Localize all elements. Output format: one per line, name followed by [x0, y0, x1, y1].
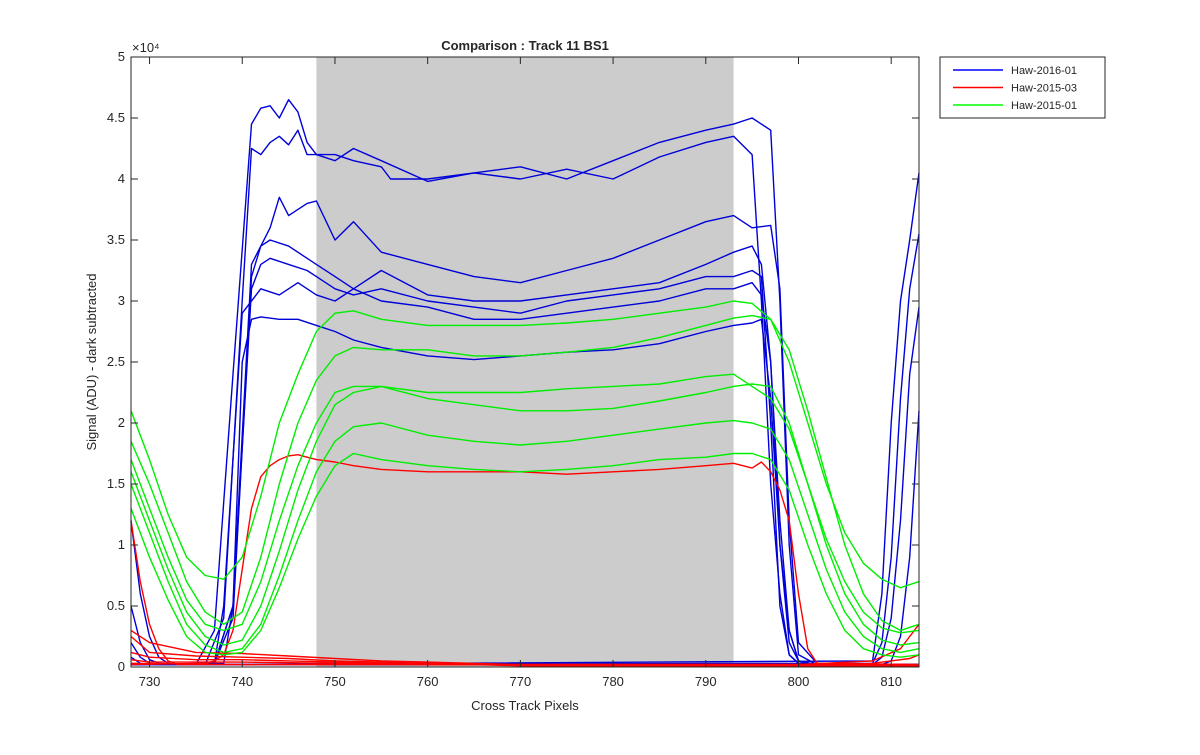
- y-tick-label: 0.5: [107, 598, 125, 613]
- series-line-haw-2015-01-24: [130, 452, 920, 658]
- y-tick-label: 4.5: [107, 110, 125, 125]
- y-tick-label: 0: [118, 659, 125, 674]
- series-line-haw-2015-01-20: [130, 314, 920, 632]
- series-line-haw-2015-03-13: [130, 520, 919, 666]
- y-tick-label: 1: [118, 537, 125, 552]
- x-tick-label: 750: [324, 674, 346, 689]
- series-line-haw-2016-01-6: [130, 282, 919, 666]
- series-line-haw-2016-01-4: [130, 239, 919, 666]
- x-tick-label: 730: [139, 674, 161, 689]
- y-axis-exponent: ×10⁴: [132, 40, 160, 55]
- series-line-haw-2015-01-22: [130, 383, 920, 646]
- y-tick-label: 2.5: [107, 354, 125, 369]
- y-tick-label: 4: [118, 171, 125, 186]
- x-tick-label: 810: [880, 674, 902, 689]
- x-tick-label: 800: [788, 674, 810, 689]
- y-tick-label: 1.5: [107, 476, 125, 491]
- y-tick-label: 3.5: [107, 232, 125, 247]
- y-tick-label: 5: [118, 49, 125, 64]
- x-axis-label: Cross Track Pixels: [471, 698, 579, 713]
- series-line-haw-2015-01-19: [130, 300, 920, 589]
- series-line-haw-2015-01-23: [130, 419, 920, 654]
- x-tick-label: 740: [231, 674, 253, 689]
- y-tick-label: 2: [118, 415, 125, 430]
- series-line-haw-2016-01-1: [131, 98, 919, 666]
- x-tick-label: 790: [695, 674, 717, 689]
- y-tick-label: 3: [118, 293, 125, 308]
- series-line-haw-2016-01-8: [130, 172, 920, 666]
- series-line-haw-2016-01-10: [130, 307, 920, 666]
- highlight-region: [316, 57, 734, 667]
- series-line-haw-2015-01-21: [130, 373, 920, 634]
- chart-title: Comparison : Track 11 BS1: [441, 38, 609, 53]
- series-line-haw-2016-01-5: [130, 257, 919, 666]
- series-line-haw-2015-03-18: [130, 623, 920, 666]
- series-line-haw-2015-03-12: [130, 454, 920, 666]
- legend-label-haw-2016-01: Haw-2016-01: [1011, 65, 1077, 77]
- y-axis-label: Signal (ADU) - dark subtracted: [84, 273, 99, 450]
- x-tick-label: 760: [417, 674, 439, 689]
- legend: Haw-2016-01 Haw-2015-03 Haw-2015-01: [939, 56, 1106, 119]
- series-line-haw-2016-01-3: [130, 196, 920, 666]
- x-tick-label: 780: [602, 674, 624, 689]
- series-line-haw-2016-01-2: [131, 129, 919, 666]
- legend-label-haw-2015-01: Haw-2015-01: [1011, 100, 1077, 112]
- x-tick-label: 770: [510, 674, 532, 689]
- legend-label-haw-2015-03: Haw-2015-03: [1011, 83, 1077, 95]
